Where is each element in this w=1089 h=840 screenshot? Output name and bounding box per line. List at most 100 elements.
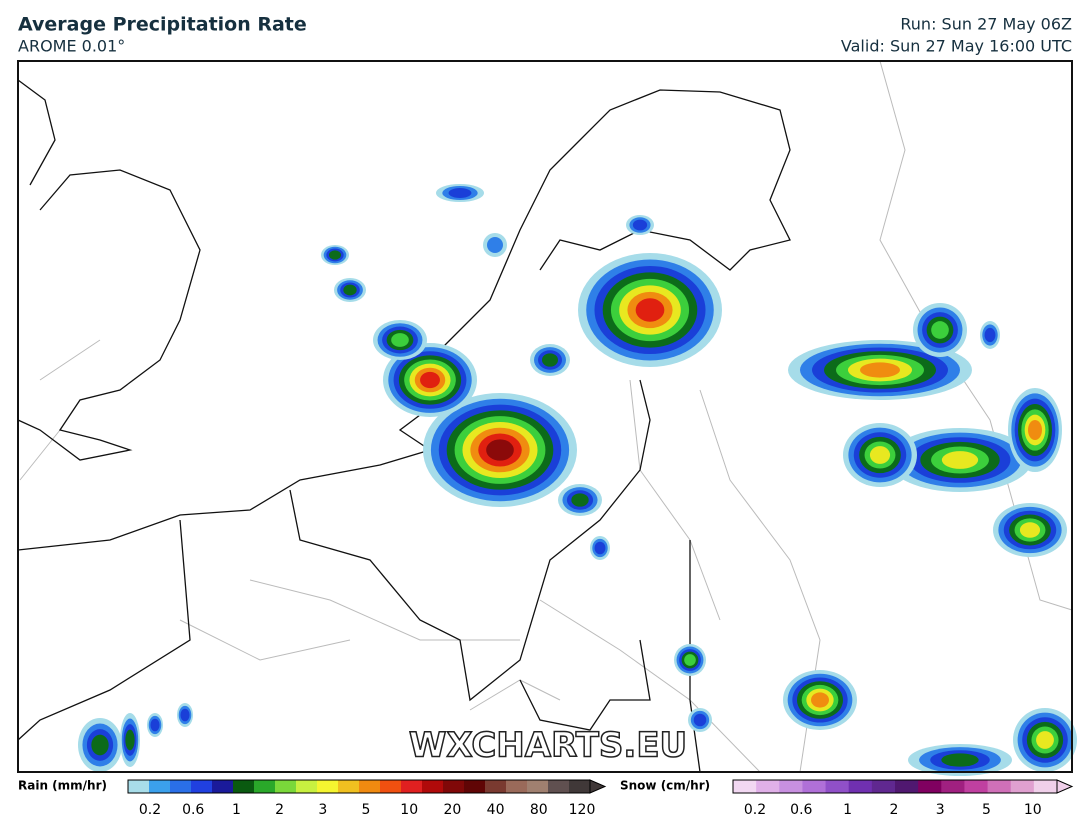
colorbar-tick-label: 0.2 <box>139 802 161 818</box>
colorbar-segment <box>895 780 919 793</box>
colorbar-tick-label: 40 <box>487 802 505 818</box>
colorbar-segment <box>317 780 339 793</box>
colorbar-segment <box>569 780 591 793</box>
watermark: WXCHARTS.EU <box>409 726 687 766</box>
colorbar-arrow <box>589 779 607 794</box>
colorbar-tick-label: 1 <box>843 802 852 818</box>
precip-cell <box>635 298 665 322</box>
coastline-uk <box>17 79 201 461</box>
colorbar-segment <box>506 780 528 793</box>
colorbar-tick-label: 10 <box>400 802 418 818</box>
colorbar-tick-label: 10 <box>1024 802 1042 818</box>
colorbar-segment <box>964 780 989 793</box>
colorbar-segment <box>871 780 896 793</box>
precip-cell <box>420 371 440 389</box>
colorbar-outline <box>732 779 1058 794</box>
colorbar-segment <box>802 780 827 793</box>
colorbar-tick-label: 0.6 <box>182 802 204 818</box>
precip-cell <box>684 654 696 666</box>
precip-cell <box>571 493 589 507</box>
precip-cell <box>329 250 341 260</box>
colorbar-tick-label: 2 <box>889 802 898 818</box>
colorbar-segment <box>233 780 255 793</box>
colorbar-tick-label: 0.6 <box>790 802 812 818</box>
colorbar-segment <box>527 780 549 793</box>
colorbar-segment <box>779 780 803 793</box>
valid-time: Valid: Sun 27 May 16:00 UTC <box>841 37 1072 56</box>
colorbar-segment <box>296 780 318 793</box>
precip-cell <box>391 333 409 347</box>
precip-cell <box>869 446 891 464</box>
colorbar-tick-label: 80 <box>530 802 548 818</box>
colorbar-segment <box>848 780 873 793</box>
precip-cell <box>1036 731 1054 749</box>
colorbar-segment <box>1010 780 1035 793</box>
colorbar-segment <box>941 780 965 793</box>
precip-cell <box>487 237 503 253</box>
country-borders <box>17 379 701 773</box>
colorbar-tick-label: 5 <box>362 802 371 818</box>
title: Average Precipitation Rate <box>18 14 307 36</box>
colorbar-segment <box>254 780 276 793</box>
colorbar-outline <box>127 779 591 794</box>
coastline-continent <box>17 89 791 551</box>
run-time: Run: Sun 27 May 06Z <box>900 15 1072 34</box>
colorbar-segment <box>338 780 360 793</box>
colorbar-segment <box>275 780 297 793</box>
precip-cell <box>1019 522 1041 538</box>
colorbar-tick-label: 0.2 <box>744 802 766 818</box>
map: WXCHARTS.EU <box>17 60 1077 776</box>
precip-cell <box>693 713 707 727</box>
precip-cell <box>1028 420 1042 440</box>
precip-cell <box>984 327 996 343</box>
precip-cell <box>91 734 109 756</box>
colorbar-tick-label: 5 <box>982 802 991 818</box>
rain-legend-label: Rain (mm/hr) <box>18 779 107 793</box>
colorbar-tick-label: 2 <box>275 802 284 818</box>
colorbar-segment <box>380 780 402 793</box>
snow-legend-label: Snow (cm/hr) <box>620 779 710 793</box>
rain-colorbar: 0.2 0.6 1 2 3 5 10 20 40 80 120 <box>127 779 607 818</box>
colorbar-segment <box>212 780 234 793</box>
colorbar-segment <box>359 780 381 793</box>
colorbar-segment <box>128 780 150 793</box>
colorbar-segment <box>191 780 213 793</box>
subtitle: AROME 0.01° <box>18 37 125 56</box>
colorbar-segment <box>170 780 192 793</box>
precip-cell <box>125 729 135 751</box>
precipitation-field <box>78 184 1077 776</box>
colorbar-tick-label: 120 <box>569 802 596 818</box>
colorbar-tick-label: 20 <box>443 802 461 818</box>
colorbar-tick-label: 3 <box>318 802 327 818</box>
colorbar-segment <box>987 780 1012 793</box>
colorbar-segment <box>401 780 423 793</box>
precip-cell <box>811 692 829 708</box>
snow-colorbar: 0.2 0.6 1 2 3 5 10 <box>732 779 1074 818</box>
colorbar-segment <box>756 780 780 793</box>
colorbar-segment <box>918 780 942 793</box>
colorbar-segment <box>422 780 444 793</box>
precip-cell <box>343 284 357 296</box>
colorbar-segment <box>825 780 850 793</box>
colorbar-segment <box>1033 780 1058 793</box>
colorbar-tick-label: 1 <box>232 802 241 818</box>
colorbar-segment <box>733 780 757 793</box>
precip-cell <box>941 753 979 767</box>
precip-cell <box>180 708 190 722</box>
precip-cell <box>632 219 648 231</box>
colorbar-segment <box>464 780 486 793</box>
precip-cell <box>594 541 606 555</box>
colorbar-segment <box>485 780 507 793</box>
colorbar-segment <box>149 780 171 793</box>
colorbar-arrow <box>1056 779 1074 794</box>
colorbar-segment <box>548 780 570 793</box>
precip-cell <box>542 353 558 367</box>
colorbar-tick-label: 3 <box>936 802 945 818</box>
precip-cell <box>931 321 949 339</box>
colorbar-segment <box>443 780 465 793</box>
precip-cell <box>150 718 160 732</box>
precip-cell <box>448 188 472 198</box>
map-frame <box>17 60 1073 773</box>
precip-cell <box>860 362 900 378</box>
